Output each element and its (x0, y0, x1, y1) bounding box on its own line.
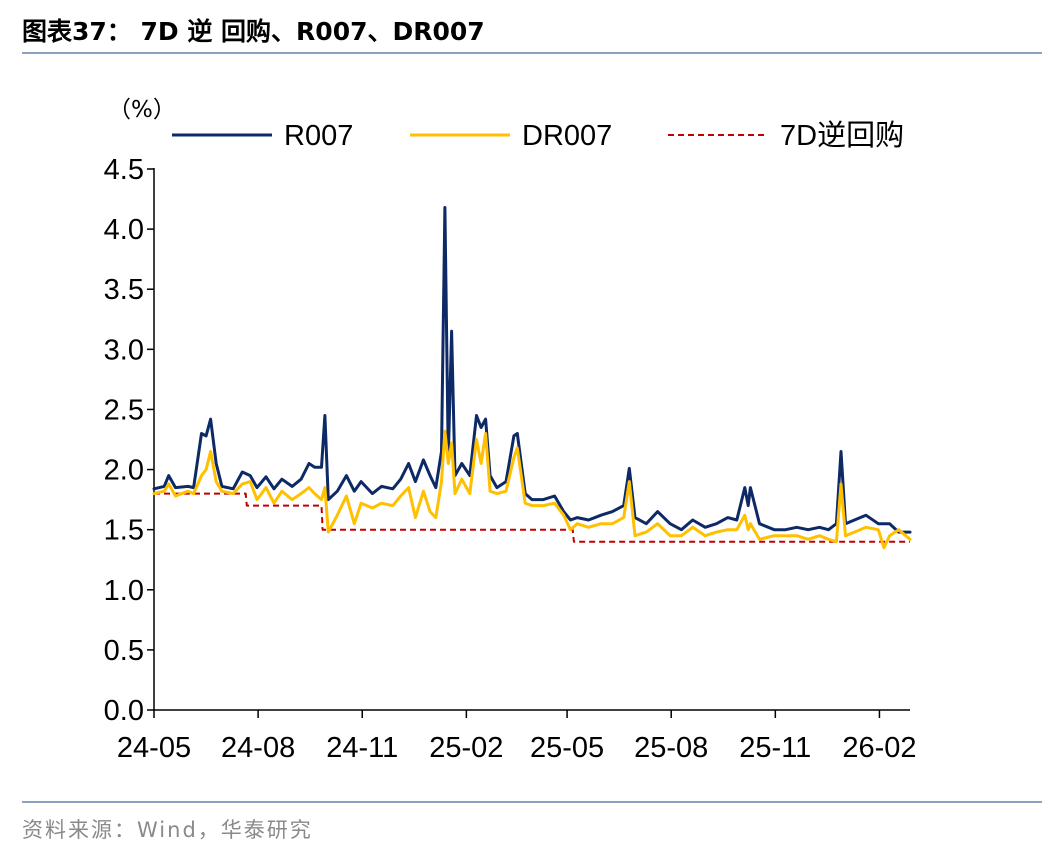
y-tick-label: 2.5 (104, 394, 144, 426)
series-layer (152, 206, 912, 550)
y-unit-label: （%） (108, 97, 176, 123)
legend-label: DR007 (522, 120, 612, 152)
y-tick-label: 1.5 (104, 515, 144, 547)
x-tick-label: 25-11 (739, 732, 811, 764)
legend: R007 DR007 7D逆回购 (172, 119, 904, 152)
legend-label: R007 (284, 120, 353, 152)
page-title: 图表37： 7D 逆 回购、R007、DR007 (22, 17, 485, 46)
y-tick-label: 1.0 (104, 575, 144, 607)
y-tick-label: 4.5 (104, 154, 144, 186)
x-tick-label: 26-02 (842, 732, 916, 764)
y-tick-label: 0.5 (104, 635, 144, 667)
x-tick-label: 24-11 (326, 732, 398, 764)
y-tick-label: 3.0 (104, 334, 144, 366)
y-axis: 0.0 0.5 1.0 1.5 2.0 2.5 3.0 3.5 4.0 4.5 (104, 154, 155, 727)
x-tick-label: 25-02 (429, 732, 503, 764)
x-tick-label: 25-08 (634, 732, 708, 764)
series-line-7d-reverse-repo (154, 492, 910, 543)
y-tick-label: 2.0 (104, 455, 144, 487)
source-note: 资料来源：Wind，华泰研究 (22, 818, 313, 842)
series-line-dr007 (152, 429, 912, 550)
y-tick-label: 0.0 (104, 695, 144, 727)
x-tick-label: 24-08 (221, 732, 295, 764)
footer-divider (22, 801, 1042, 803)
line-chart: （%） R007 DR007 7D逆回购 0.0 0.5 1.0 1.5 2.0 2.5 3.0… (104, 97, 917, 764)
y-tick-label: 4.0 (104, 214, 144, 246)
x-tick-label: 25-05 (530, 732, 604, 764)
x-tick-label: 24-05 (117, 732, 191, 764)
series-line-r007 (152, 206, 912, 534)
y-tick-label: 3.5 (104, 274, 144, 306)
legend-label: 7D逆回购 (780, 119, 904, 152)
x-axis: 24-05 24-08 24-11 25-02 25-05 25-08 25-11 26-02 (117, 709, 917, 764)
header-divider (22, 52, 1042, 54)
